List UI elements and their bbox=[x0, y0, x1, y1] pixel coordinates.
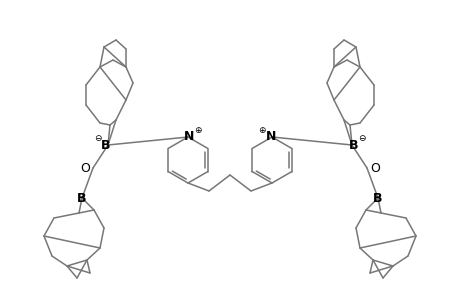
Text: ⊕: ⊕ bbox=[257, 125, 265, 134]
Text: B: B bbox=[348, 139, 358, 152]
Text: ⊖: ⊖ bbox=[358, 134, 365, 142]
Text: B: B bbox=[372, 191, 382, 205]
Text: N: N bbox=[265, 130, 275, 142]
Text: ⊖: ⊖ bbox=[94, 134, 101, 142]
Text: B: B bbox=[77, 191, 87, 205]
Text: N: N bbox=[184, 130, 194, 142]
Text: ⊕: ⊕ bbox=[194, 125, 202, 134]
Text: B: B bbox=[101, 139, 111, 152]
Text: O: O bbox=[369, 161, 379, 175]
Text: O: O bbox=[80, 161, 90, 175]
